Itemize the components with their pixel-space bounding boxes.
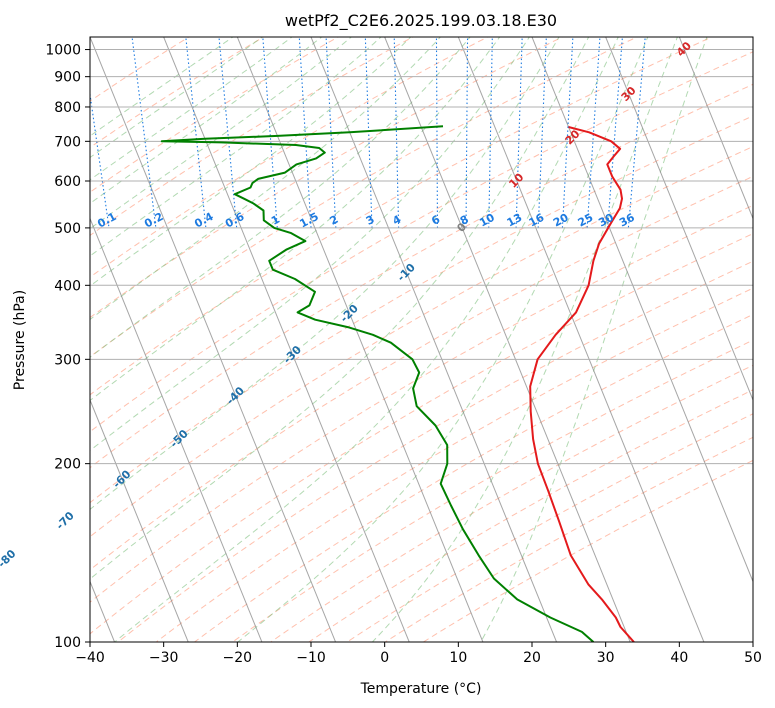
x-axis-label: Temperature (°C) bbox=[360, 681, 482, 697]
plot-frame bbox=[89, 36, 754, 643]
x-axis: −40 −30 −20 −10 0 10 20 30 40 50 bbox=[75, 642, 762, 666]
y-axis-label: Pressure (hPa) bbox=[12, 290, 28, 390]
mixing-ratio-line bbox=[465, 37, 469, 228]
y-tick-label: 700 bbox=[54, 134, 81, 150]
isotherm-line bbox=[457, 37, 705, 642]
mixing-ratio-line bbox=[262, 37, 278, 228]
moist-adiabat bbox=[90, 37, 382, 257]
mixing-ratio-line bbox=[185, 37, 207, 228]
isotherm-line bbox=[90, 37, 337, 642]
x-tick-label: 0 bbox=[380, 650, 389, 666]
mixing-ratio-line bbox=[393, 37, 400, 228]
mixing-ratio-line bbox=[607, 37, 623, 228]
y-tick-label: 500 bbox=[54, 221, 81, 237]
y-tick-label: 900 bbox=[54, 70, 81, 86]
moist-adiabat bbox=[90, 37, 234, 137]
dry-adiabat bbox=[117, 260, 753, 642]
mixing-ratio-label: 25 bbox=[576, 211, 596, 230]
y-tick-label: 200 bbox=[54, 457, 81, 473]
x-tick-label: 30 bbox=[597, 650, 615, 666]
mixing-ratio-line bbox=[488, 37, 493, 228]
isotherm-line bbox=[605, 37, 753, 402]
moist-adiabat bbox=[90, 37, 442, 321]
mixing-ratio-line bbox=[325, 37, 337, 228]
mixing-ratio-label: 36 bbox=[617, 211, 637, 230]
isotherm-line bbox=[310, 37, 558, 642]
y-tick-label: 300 bbox=[54, 352, 81, 368]
x-tick-label: 20 bbox=[523, 650, 541, 666]
moist-adiabat bbox=[90, 37, 471, 358]
mixing-ratio-label: 10 bbox=[477, 211, 497, 230]
isotherm-line bbox=[531, 37, 753, 583]
y-tick-label: 1000 bbox=[45, 43, 81, 59]
mixing-ratio-line bbox=[298, 37, 312, 228]
moist-adiabat bbox=[90, 37, 560, 510]
temperature-profile-line bbox=[529, 126, 635, 642]
x-tick-label: 50 bbox=[744, 650, 762, 666]
dewpoint-profile-line bbox=[160, 125, 595, 642]
isotherm-line bbox=[236, 37, 484, 642]
mixing-ratio-line bbox=[435, 37, 439, 228]
dry-adiabat bbox=[231, 339, 753, 642]
y-tick-label: 400 bbox=[54, 278, 81, 294]
mixing-ratio-line bbox=[131, 37, 157, 228]
dry-adiabat bbox=[269, 364, 753, 642]
moist-adiabat bbox=[90, 37, 353, 230]
x-tick-label: −10 bbox=[296, 650, 326, 666]
mixing-ratio-line bbox=[561, 37, 574, 228]
y-tick-label: 600 bbox=[54, 174, 81, 190]
moist-adiabat bbox=[90, 37, 531, 452]
y-tick-label: 800 bbox=[54, 100, 81, 116]
x-tick-label: −40 bbox=[75, 650, 105, 666]
isotherm-line bbox=[678, 37, 753, 220]
mixing-ratio-line bbox=[586, 37, 601, 228]
mixing-ratio-line bbox=[515, 37, 523, 228]
series-layer bbox=[160, 125, 635, 642]
x-tick-label: 10 bbox=[449, 650, 467, 666]
x-tick-label: −30 bbox=[149, 650, 179, 666]
mixing-ratio-label: 20 bbox=[551, 211, 571, 230]
moist-adiabat bbox=[90, 37, 264, 159]
y-axis: 100 200 300 400 500 600 700 800 900 1000 bbox=[45, 43, 90, 651]
mixing-ratio-label: 30 bbox=[596, 211, 616, 230]
mixing-ratio-line bbox=[218, 37, 238, 228]
isotherm-line bbox=[90, 398, 189, 642]
moist-adiabat bbox=[90, 37, 323, 205]
mixing-ratio-label: 16 bbox=[527, 211, 547, 230]
mixing-ratio-line bbox=[537, 37, 547, 228]
dry-adiabat bbox=[90, 37, 414, 236]
dry-adiabat bbox=[90, 175, 753, 571]
mixing-ratio-line bbox=[627, 37, 646, 228]
moist-adiabat bbox=[113, 37, 619, 642]
x-tick-label: 40 bbox=[670, 650, 688, 666]
isotherm-line bbox=[384, 37, 631, 642]
y-tick-label: 100 bbox=[54, 635, 81, 651]
dry-adiabat bbox=[90, 145, 753, 538]
chart-title: wetPf2_C2E6.2025.199.03.18.E30 bbox=[285, 11, 557, 31]
x-tick-label: −20 bbox=[223, 650, 253, 666]
mixing-ratio-label: 13 bbox=[505, 211, 525, 230]
mixing-ratio-labels: 0.1 0.2 0.4 0.6 1 1.5 2 3 4 6 8 10 13 16 20 25 30 36 bbox=[95, 210, 637, 231]
isotherm-line bbox=[90, 217, 263, 642]
moist-adiabat bbox=[90, 37, 412, 287]
